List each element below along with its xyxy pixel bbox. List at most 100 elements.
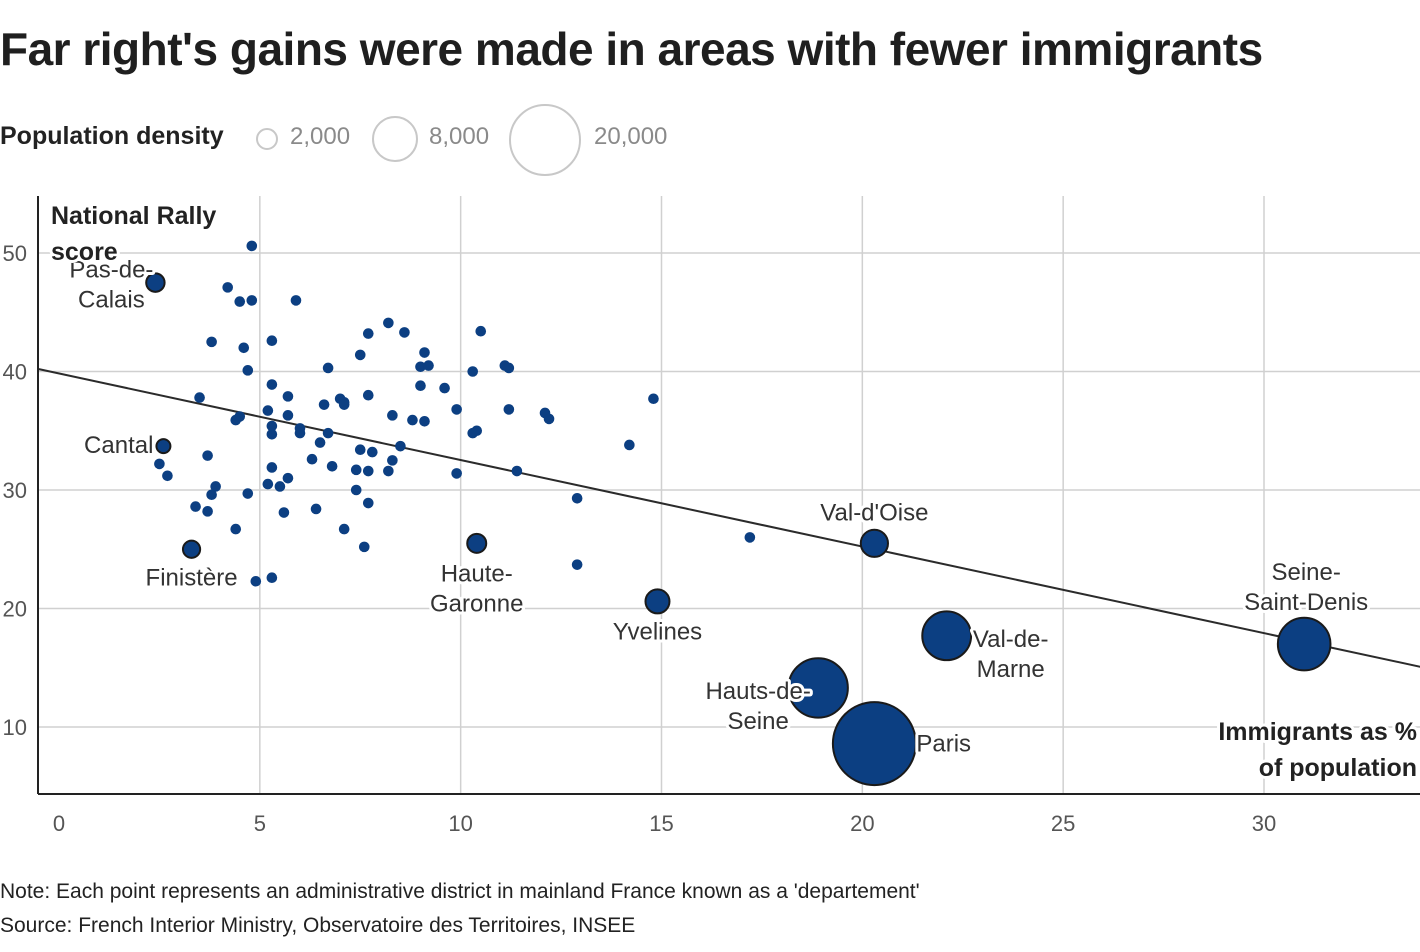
x-tick-label: 30 xyxy=(1252,811,1276,836)
data-point xyxy=(503,362,515,374)
data-point xyxy=(471,425,483,437)
data-point xyxy=(238,342,250,354)
label-pas-de-calais: Pas-de- Calais xyxy=(69,257,153,314)
legend-title: Population density xyxy=(0,122,224,150)
data-point xyxy=(338,399,350,410)
label-line: Cantal xyxy=(84,432,153,459)
data-point xyxy=(503,404,515,415)
scatter-plot: 0 5 10 15 20 25 30 10 20 30 40 50 Pas-de- Calais Cant… xyxy=(3,196,1420,836)
data-point xyxy=(154,458,165,470)
y-axis-title-line: National Rally xyxy=(51,202,216,230)
data-point xyxy=(358,541,370,553)
data-point xyxy=(306,453,318,465)
data-point xyxy=(202,506,213,517)
legend-label-small: 2,000 xyxy=(290,123,351,150)
point-pas-de-calais xyxy=(145,272,166,293)
x-tick-label: 10 xyxy=(448,811,472,836)
x-axis-title-line: Immigrants as % xyxy=(1218,718,1417,746)
data-point xyxy=(415,361,426,373)
point-seine-saint-denis xyxy=(1276,616,1332,672)
label-line: Marne xyxy=(977,656,1045,683)
data-point xyxy=(383,317,394,329)
data-point xyxy=(250,575,262,587)
label-line: Finistère xyxy=(146,564,238,591)
label-val-de-marne: Val-de- Marne xyxy=(973,626,1049,683)
label-line: Calais xyxy=(78,287,145,314)
data-points xyxy=(145,240,1332,787)
label-line: Haute- xyxy=(441,560,513,587)
x-tick-label: 5 xyxy=(254,811,266,836)
point-val-de-marne xyxy=(921,610,973,662)
data-point xyxy=(407,414,418,426)
label-val-d-oise: Val-d'Oise xyxy=(820,499,928,526)
data-point xyxy=(350,484,362,496)
label-line: Garonne xyxy=(430,590,523,617)
data-point xyxy=(278,507,290,518)
label-finist-re: Finistère xyxy=(146,564,238,591)
label-line: Val-de- xyxy=(973,626,1049,653)
data-point xyxy=(423,360,434,371)
data-point xyxy=(362,389,374,401)
y-axis-title: National Rally score xyxy=(51,202,216,266)
label-line: Pas-de- xyxy=(69,257,153,284)
data-point xyxy=(266,462,278,473)
point-haute-garonne xyxy=(466,532,488,554)
data-point xyxy=(266,379,278,390)
data-point xyxy=(310,503,322,515)
x-tick-label: 0 xyxy=(53,811,65,836)
data-point xyxy=(206,489,217,501)
point-val-d-oise xyxy=(859,528,889,558)
data-point xyxy=(242,488,254,499)
size-legend: Population density 2,000 8,000 20,000 xyxy=(0,100,760,180)
data-point xyxy=(367,446,378,458)
axis-titles: National Rally score Immigrants as % of pop… xyxy=(48,199,1420,785)
y-tick-label: 20 xyxy=(3,597,27,622)
data-point xyxy=(290,295,302,306)
data-point xyxy=(451,468,462,479)
data-point xyxy=(230,523,242,535)
data-point xyxy=(419,415,430,427)
data-point xyxy=(222,282,233,293)
data-point xyxy=(383,465,394,477)
point-hauts-de-seine xyxy=(787,657,849,719)
data-point xyxy=(467,366,479,377)
data-point xyxy=(190,501,201,512)
legend-label-medium: 8,000 xyxy=(429,123,490,150)
data-point xyxy=(206,336,217,348)
data-point xyxy=(242,365,254,376)
data-point xyxy=(322,427,334,439)
data-point xyxy=(266,420,278,432)
data-point xyxy=(387,455,398,466)
data-point xyxy=(318,399,330,410)
data-point xyxy=(162,470,173,482)
data-point xyxy=(571,559,583,570)
label-cantal: Cantal xyxy=(84,432,153,459)
label-haute-garonne: Haute- Garonne xyxy=(430,560,523,617)
data-point xyxy=(419,347,430,358)
data-point xyxy=(314,437,326,448)
y-axis-title-line: score xyxy=(51,238,118,266)
point-annotations: Pas-de- Calais Cantal Finistère Haute- Garonn… xyxy=(66,254,1371,761)
y-tick-label: 50 xyxy=(3,241,27,266)
x-tick-label: 25 xyxy=(1051,811,1075,836)
x-tick-label: 15 xyxy=(649,811,673,836)
axes: 0 5 10 15 20 25 30 10 20 30 40 50 xyxy=(3,196,1420,836)
point-yvelines xyxy=(644,588,671,615)
point-finist-re xyxy=(181,539,202,559)
data-point xyxy=(451,404,462,415)
legend-circle-small xyxy=(256,128,278,150)
data-point xyxy=(282,472,294,484)
data-point xyxy=(415,380,426,392)
label-line: Saint-Denis xyxy=(1244,589,1368,616)
y-tick-label: 30 xyxy=(3,478,27,503)
data-point xyxy=(274,481,286,492)
data-point xyxy=(266,335,278,346)
data-point xyxy=(338,523,350,535)
data-point xyxy=(543,413,555,425)
gridlines xyxy=(38,196,1420,794)
x-axis-title-line: of population xyxy=(1259,754,1417,782)
data-point xyxy=(354,349,366,361)
y-tick-label: 10 xyxy=(3,715,27,740)
label-line: Paris xyxy=(916,731,971,758)
point-paris xyxy=(831,701,917,787)
